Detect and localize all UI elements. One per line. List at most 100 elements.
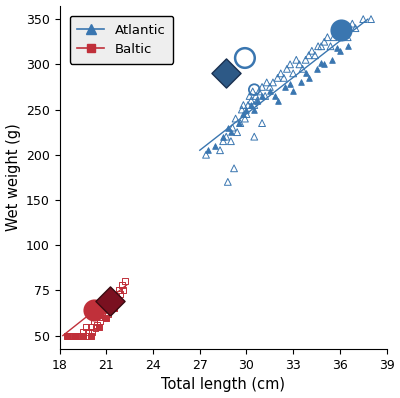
X-axis label: Total length (cm): Total length (cm) — [161, 377, 285, 392]
Point — [96, 324, 102, 330]
Point — [70, 332, 77, 339]
Point — [243, 106, 250, 113]
Point — [217, 147, 223, 153]
Point — [91, 318, 97, 324]
Point — [112, 293, 119, 299]
Point — [360, 16, 366, 22]
Point — [231, 165, 237, 172]
Point — [225, 125, 231, 131]
Point — [111, 300, 117, 306]
Point — [298, 79, 304, 86]
Point — [259, 120, 265, 126]
Point — [110, 296, 116, 302]
Point — [287, 81, 293, 88]
Point — [254, 98, 260, 104]
Point — [299, 66, 306, 72]
Point — [270, 79, 276, 86]
Point — [251, 102, 258, 108]
Point — [302, 70, 309, 76]
Point — [105, 311, 111, 317]
Point — [271, 93, 278, 99]
Point — [344, 43, 351, 49]
Point — [306, 75, 312, 81]
Point — [248, 98, 254, 104]
Point — [220, 133, 226, 140]
Point — [334, 45, 340, 51]
Point — [337, 25, 343, 31]
Point — [106, 300, 113, 306]
Point — [329, 57, 335, 63]
Point — [293, 57, 300, 63]
Point — [114, 296, 120, 302]
Point — [223, 70, 230, 76]
Point — [94, 322, 100, 328]
Point — [282, 84, 288, 90]
Point — [242, 115, 248, 122]
Point — [74, 332, 80, 339]
Point — [274, 98, 281, 104]
Point — [88, 332, 94, 339]
Point — [228, 138, 234, 144]
Point — [259, 93, 265, 99]
Point — [309, 48, 315, 54]
Point — [318, 43, 324, 49]
Point — [80, 332, 86, 339]
Point — [264, 79, 270, 86]
Point — [239, 106, 245, 113]
Point — [108, 305, 114, 312]
Point — [340, 29, 346, 36]
Point — [274, 75, 281, 81]
Point — [296, 61, 303, 68]
Point — [246, 93, 253, 99]
Point — [251, 133, 258, 140]
Point — [240, 111, 246, 117]
Point — [234, 129, 240, 135]
Point — [78, 332, 85, 339]
Point — [80, 329, 86, 335]
Point — [287, 61, 293, 68]
Point — [225, 179, 231, 185]
Point — [334, 29, 340, 36]
Point — [242, 55, 248, 61]
Point — [327, 43, 334, 49]
Point — [232, 115, 239, 122]
Point — [338, 27, 345, 33]
Point — [337, 48, 343, 54]
Point — [89, 329, 96, 335]
Point — [111, 305, 117, 312]
Point — [103, 305, 110, 312]
Point — [64, 332, 71, 339]
Point — [251, 106, 258, 113]
Point — [312, 52, 318, 59]
Point — [259, 84, 265, 90]
Point — [251, 86, 258, 93]
Point — [330, 34, 337, 40]
Point — [306, 52, 312, 59]
Point — [313, 66, 320, 72]
Point — [72, 332, 78, 339]
Point — [223, 133, 230, 140]
Point — [106, 298, 113, 304]
Point — [68, 332, 74, 339]
Y-axis label: Wet weight (g): Wet weight (g) — [6, 123, 20, 231]
Point — [96, 314, 102, 321]
Point — [245, 102, 251, 108]
Point — [119, 282, 125, 288]
Point — [352, 25, 359, 31]
Point — [237, 120, 244, 126]
Point — [256, 88, 262, 95]
Point — [116, 287, 122, 294]
Point — [321, 61, 328, 68]
Point — [72, 332, 78, 339]
Point — [240, 102, 246, 108]
Point — [254, 98, 260, 104]
Point — [250, 88, 256, 95]
Point — [253, 93, 259, 99]
Legend: Atlantic, Baltic: Atlantic, Baltic — [70, 16, 173, 64]
Point — [77, 332, 83, 339]
Point — [88, 324, 94, 330]
Point — [82, 332, 88, 339]
Point — [321, 39, 328, 45]
Point — [318, 59, 324, 66]
Point — [220, 138, 226, 144]
